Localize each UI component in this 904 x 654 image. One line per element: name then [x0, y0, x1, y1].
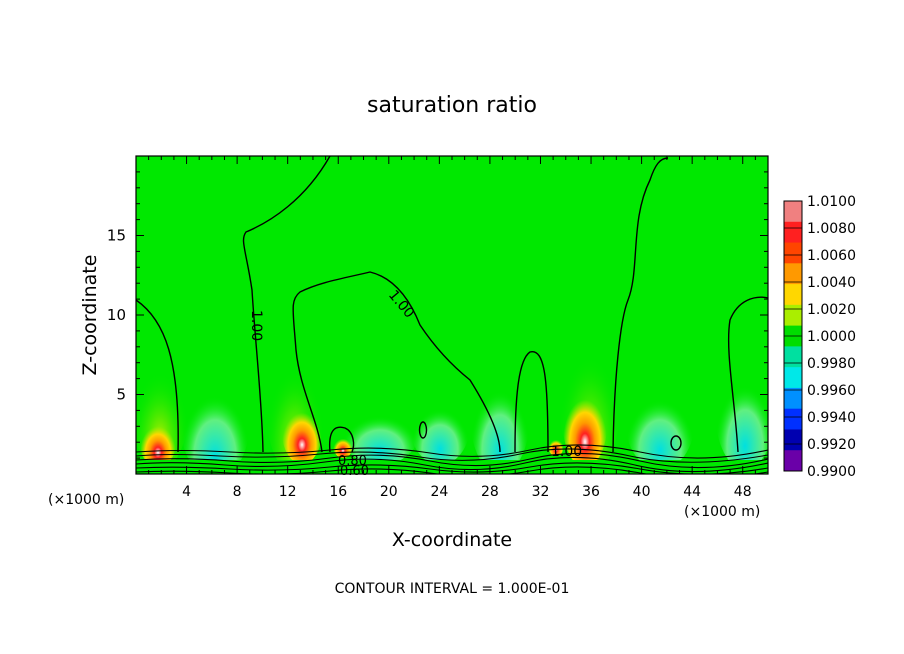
x-tick-label: 32 — [532, 484, 550, 500]
contour-line — [418, 421, 428, 439]
colorbar-label: 0.9940 — [807, 410, 856, 426]
colorbar-label: 1.0020 — [807, 302, 856, 318]
colorbar-label: 0.9960 — [807, 383, 856, 399]
colorbar-label: 0.9900 — [807, 464, 856, 480]
surface-contour — [136, 466, 768, 474]
colorbar: 1.0100 1.0080 1.0060 1.0040 1.0020 1.0000 0.99… — [783, 194, 856, 480]
contour-line — [328, 426, 355, 453]
x-tick-label: 36 — [582, 484, 600, 500]
y-tick-label: 15 — [107, 227, 126, 245]
x-axis-label: X-coordinate — [392, 529, 512, 551]
contour-label: 1.00 — [551, 444, 582, 460]
colorbar-swatch — [784, 346, 802, 368]
x-tick-label: 8 — [233, 484, 242, 500]
y-tick-label: 10 — [107, 306, 126, 324]
colorbar-swatch — [784, 263, 802, 285]
contour-label: 0.80 — [338, 454, 367, 469]
colorbar-label: 1.0060 — [807, 248, 856, 264]
x-tick-label: 48 — [734, 484, 752, 500]
colorbar-swatch — [784, 408, 802, 430]
hot-spot — [282, 400, 322, 464]
contour-line — [670, 435, 682, 451]
colorbar-label: 1.0040 — [807, 275, 856, 291]
colorbar-label: 0.9920 — [807, 437, 856, 453]
contour-line — [292, 271, 501, 453]
colorbar-swatch — [784, 201, 802, 223]
plume-shade — [715, 350, 768, 470]
colorbar-label: 0.9980 — [807, 356, 856, 372]
colorbar-label: 1.0100 — [807, 194, 856, 210]
surface-layer — [136, 460, 768, 474]
chart-title: saturation ratio — [367, 93, 537, 118]
y-tick-label: 5 — [116, 386, 126, 404]
x-unit-right: (×1000 m) — [684, 504, 760, 520]
contour-line — [612, 157, 669, 453]
x-tick-label: 28 — [481, 484, 499, 500]
x-axis: 4 8 12 16 20 24 28 32 36 40 44 48 — [148, 156, 756, 500]
y-axis-label: Z-coordinate — [79, 255, 101, 376]
contour-line — [136, 299, 179, 453]
surface-contour — [136, 462, 768, 474]
colorbar-label: 1.0080 — [807, 221, 856, 237]
x-tick-label: 12 — [279, 484, 297, 500]
plume-shade — [410, 385, 470, 465]
colorbar-swatch — [784, 450, 802, 472]
contour-label: 0.60 — [340, 464, 369, 479]
plot-area — [136, 156, 768, 474]
x-tick-label: 40 — [633, 484, 651, 500]
plume-shade — [180, 360, 250, 474]
colorbar-swatch — [784, 429, 802, 451]
colorbar-swatch — [784, 367, 802, 389]
surface-contour — [136, 448, 768, 463]
colorbar-swatch — [784, 304, 802, 327]
contour-line — [514, 351, 549, 453]
x-tick-label: 24 — [430, 484, 448, 500]
surface-contour — [136, 452, 768, 469]
x-tick-label: 16 — [329, 484, 347, 500]
colorbar-swatch — [784, 284, 802, 306]
colorbar-swatch — [784, 221, 802, 244]
x-tick-label: 4 — [182, 484, 191, 500]
contour-line — [242, 156, 331, 453]
surface-contour — [136, 456, 768, 473]
surface-contours — [136, 444, 768, 474]
surface-contour — [136, 444, 768, 459]
plume-shade — [625, 370, 695, 470]
y-axis: 5 10 15 — [107, 171, 768, 459]
contour-lines — [136, 156, 768, 453]
x-unit-left: (×1000 m) — [48, 492, 124, 508]
colorbar-swatch — [784, 387, 802, 410]
contour-label: 1.00 — [248, 310, 264, 341]
contour-line — [727, 296, 768, 453]
contour-interval-note: CONTOUR INTERVAL = 1.000E-01 — [335, 581, 570, 597]
plume-shade — [340, 395, 420, 465]
colorbar-label: 1.0000 — [807, 329, 856, 345]
colorbar-swatch — [784, 242, 802, 264]
x-tick-label: 44 — [683, 484, 701, 500]
x-tick-label: 20 — [380, 484, 398, 500]
